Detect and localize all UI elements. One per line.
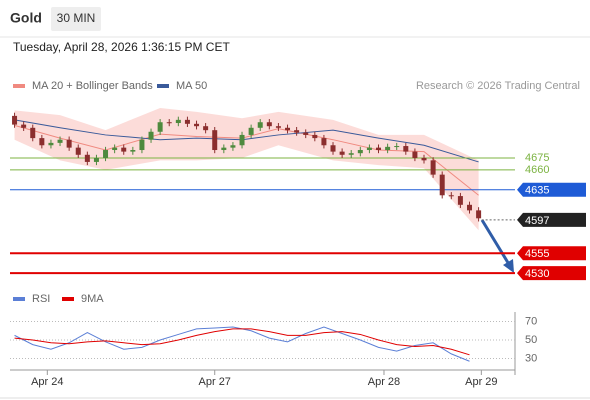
y-tick-label: 50 <box>525 334 537 346</box>
level-label-box <box>517 266 586 281</box>
legend-swatch <box>13 297 25 301</box>
legend-label: MA 20 + Bollinger Bands <box>32 80 153 92</box>
candle-body <box>112 147 118 151</box>
x-tick-label: Apr 27 <box>199 376 231 388</box>
candle-body <box>275 126 281 128</box>
legend-label: RSI <box>32 293 50 305</box>
candle-body <box>266 122 272 127</box>
indicator-line <box>14 328 470 356</box>
bollinger-band <box>14 107 479 231</box>
candle-body <box>312 134 318 139</box>
candle-body <box>139 139 145 151</box>
candle-body <box>376 147 382 151</box>
candle-body <box>239 134 245 146</box>
y-tick-label: 70 <box>525 315 537 327</box>
level-label: 4635 <box>525 185 549 197</box>
legend-swatch <box>13 84 25 88</box>
candle-body <box>12 115 18 125</box>
candle-body <box>21 124 27 128</box>
timeframe[interactable]: 30 MIN <box>57 11 96 25</box>
candle-body <box>157 122 163 132</box>
candle-body <box>103 150 109 158</box>
candle-body <box>448 195 454 197</box>
candle-body <box>194 123 200 127</box>
legend-swatch <box>62 297 74 301</box>
forecast-arrow <box>480 219 512 267</box>
candle-body <box>385 146 391 151</box>
arrow-head <box>503 259 514 273</box>
legend-label: 9MA <box>81 293 104 305</box>
level-label: 4675 <box>525 152 549 164</box>
timestamp: Tuesday, April 28, 2026 1:36:15 PM CET <box>13 40 230 54</box>
candle-body <box>357 150 363 154</box>
candle-body <box>476 210 482 219</box>
candle-body <box>457 196 463 205</box>
candle-body <box>348 153 354 155</box>
candle-body <box>285 127 291 131</box>
level-label: 4597 <box>525 215 549 227</box>
candle-body <box>467 204 473 211</box>
candle-body <box>93 157 99 162</box>
legend-label: MA 50 <box>176 80 207 92</box>
level-label: 4530 <box>525 268 549 280</box>
level-label-box <box>517 212 586 227</box>
candle-body <box>294 130 300 133</box>
x-tick-label: Apr 28 <box>368 376 400 388</box>
candle-body <box>212 130 218 151</box>
indicator-line <box>14 326 470 362</box>
level-label: 4555 <box>525 248 549 260</box>
candle-body <box>75 147 81 155</box>
x-tick-label: Apr 24 <box>31 376 63 388</box>
candle-body <box>430 160 436 175</box>
candle-body <box>121 147 127 152</box>
candle-body <box>421 157 427 161</box>
candle-body <box>84 154 90 162</box>
candle-body <box>330 145 336 152</box>
candle-body <box>130 150 136 152</box>
candle-body <box>230 145 236 148</box>
source: Research © 2026 Trading Central <box>416 80 580 92</box>
candle-body <box>257 122 263 128</box>
y-tick-label: 30 <box>525 352 537 364</box>
legend-swatch <box>157 84 169 88</box>
x-tick-label: Apr 29 <box>465 376 497 388</box>
level-label-box <box>517 246 586 261</box>
candle-body <box>403 146 409 152</box>
candle-body <box>366 147 372 151</box>
candle-body <box>439 174 445 196</box>
candle-body <box>303 132 309 135</box>
candle-body <box>248 127 254 135</box>
candle-body <box>321 138 327 146</box>
candle-body <box>30 127 36 139</box>
candle-body <box>166 122 172 124</box>
timeframe-box[interactable] <box>51 7 101 31</box>
level-label-box <box>517 182 586 197</box>
candle-body <box>57 139 63 143</box>
candle-body <box>39 138 45 146</box>
candle-body <box>221 147 227 151</box>
candle-body <box>48 142 54 146</box>
candle-body <box>394 146 400 148</box>
chart-title: Gold <box>10 10 42 26</box>
candle-body <box>203 126 209 131</box>
candle-body <box>175 119 181 124</box>
candle-body <box>184 119 190 124</box>
candle-body <box>412 151 418 158</box>
level-label: 4660 <box>525 164 549 176</box>
candle-body <box>148 131 154 140</box>
candle-body <box>339 151 345 155</box>
candle-body <box>66 139 72 148</box>
